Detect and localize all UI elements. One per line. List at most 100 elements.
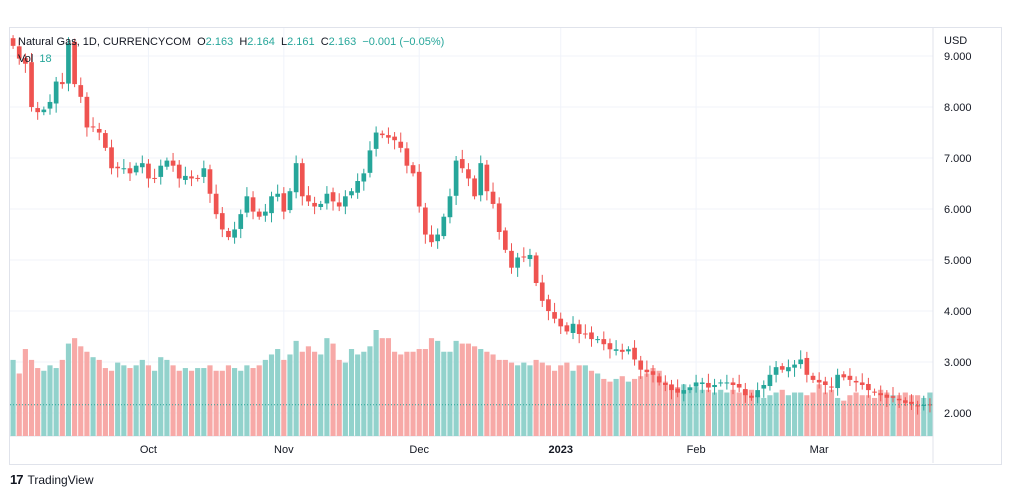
candle-body — [896, 398, 902, 401]
x-tick-label: Dec — [409, 444, 429, 456]
volume-bar — [890, 395, 896, 436]
candle-body — [730, 382, 736, 385]
volume-bar — [201, 368, 207, 436]
candle-body — [226, 230, 231, 238]
volume-bar — [859, 395, 865, 436]
candle-body — [447, 196, 453, 218]
volume-bar — [453, 340, 459, 436]
candle-body — [299, 163, 305, 197]
candle-body — [558, 318, 564, 327]
candle-body — [318, 203, 324, 208]
volume-bar — [404, 351, 410, 436]
volume-bar — [478, 349, 484, 436]
volume-bar — [275, 349, 281, 436]
low-label: L — [280, 36, 288, 48]
x-tick-label: Mar — [810, 444, 829, 456]
candle-body — [761, 385, 767, 389]
candle-body — [59, 82, 65, 85]
volume-bar — [182, 368, 188, 436]
candle-body — [263, 211, 268, 216]
candle-body — [189, 176, 194, 179]
candle-body — [29, 62, 34, 108]
candle-body — [441, 216, 447, 237]
volume-bar — [293, 340, 299, 436]
candle-body — [176, 164, 182, 179]
candle-body — [656, 376, 662, 383]
volume-bar — [718, 389, 724, 436]
volume-bar — [668, 384, 675, 436]
candle-body — [96, 128, 102, 133]
candle-body — [927, 404, 933, 406]
volume-bar — [816, 384, 822, 436]
volume-bar — [564, 362, 570, 436]
candle-body — [133, 165, 139, 173]
candle-body — [201, 168, 207, 177]
volume-bar — [84, 351, 90, 436]
volume-bar — [785, 395, 791, 436]
volume-bar — [28, 359, 35, 436]
volume-bar — [515, 365, 521, 436]
open-label: O — [197, 36, 206, 48]
candle-body — [404, 148, 410, 166]
volume-bar — [779, 389, 785, 436]
candle-body — [607, 343, 613, 350]
volume-bar — [570, 370, 576, 436]
volume-bar — [22, 349, 28, 436]
candle-body — [515, 257, 520, 268]
volume-bar — [152, 370, 158, 436]
candle-body — [293, 163, 299, 193]
volume-bar — [810, 392, 816, 436]
candle-body — [822, 381, 828, 385]
tradingview-brand[interactable]: 17 TradingView — [10, 472, 94, 487]
candle-body — [78, 85, 84, 97]
volume-bar — [379, 338, 385, 436]
y-tick-label: 8.000 — [944, 102, 972, 114]
candle-body — [435, 234, 440, 242]
candle-body — [527, 254, 533, 260]
volume-bar — [539, 362, 545, 436]
volume-bar — [896, 395, 902, 436]
candle-body — [127, 168, 133, 174]
candle-body — [619, 349, 625, 352]
candle-body — [539, 282, 545, 301]
volume-bar — [650, 368, 656, 436]
volume-bar — [416, 349, 422, 436]
volume-bar — [484, 351, 490, 436]
volume-bar — [250, 368, 256, 436]
candle-body — [626, 349, 631, 352]
candle-body — [736, 383, 742, 388]
candle-body — [921, 404, 927, 406]
volume-bar — [145, 365, 152, 436]
volume-bar — [705, 389, 711, 436]
volume-bar — [471, 346, 478, 436]
candle-body — [792, 364, 797, 368]
candle-body — [146, 163, 151, 179]
candle-body — [503, 230, 508, 250]
candle-body — [453, 160, 459, 196]
volume-bar — [755, 395, 761, 436]
candle-body — [84, 96, 90, 128]
volume-bar — [164, 359, 170, 436]
volume-bar — [502, 359, 508, 436]
currency-label: USD — [944, 35, 967, 47]
volume-bar — [312, 351, 318, 436]
candle-body — [650, 371, 656, 375]
volume-bar — [459, 343, 465, 436]
volume-bar — [299, 351, 305, 436]
volume-bar — [871, 397, 878, 436]
volume-bar — [348, 349, 355, 436]
candle-body — [349, 191, 354, 196]
candle-body — [835, 374, 840, 389]
volume-bar — [656, 370, 662, 436]
volume-bar — [761, 397, 767, 436]
volume-bar — [213, 370, 219, 436]
candle-body — [250, 197, 256, 212]
volume-bar — [287, 354, 293, 436]
candle-body — [373, 132, 379, 149]
candle-body — [841, 374, 847, 378]
volume-bar — [545, 365, 552, 436]
x-tick-label: Oct — [140, 444, 157, 456]
candle-body — [521, 256, 527, 258]
volume-bar — [791, 392, 798, 436]
